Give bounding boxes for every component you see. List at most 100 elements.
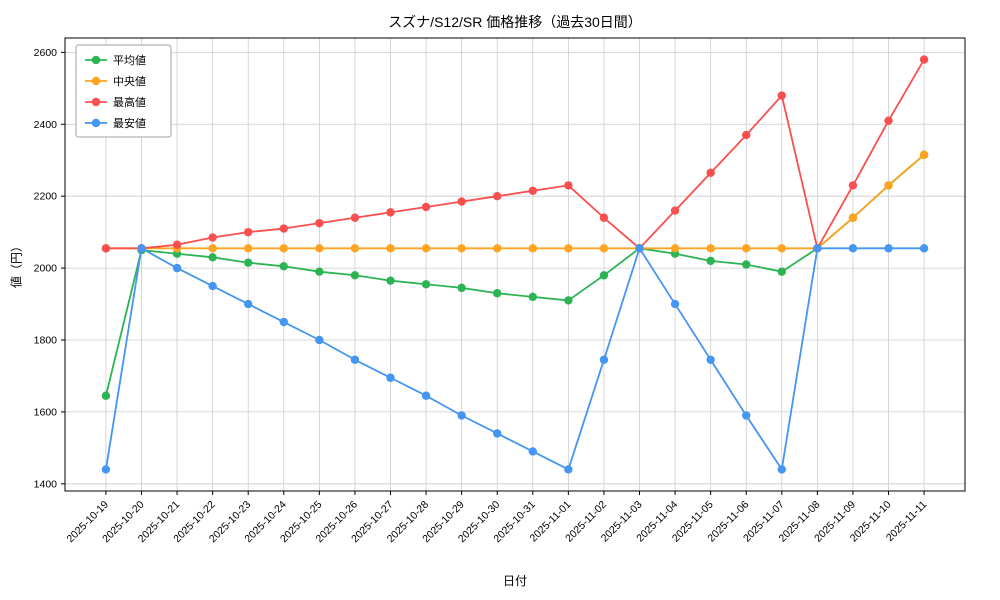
data-point-average: [528, 292, 537, 302]
data-point-lowest: [919, 244, 929, 253]
data-point-median: [528, 244, 537, 253]
data-point-average: [599, 271, 609, 280]
data-point-lowest: [244, 299, 253, 309]
data-point-median: [599, 244, 609, 253]
data-point-median: [279, 244, 288, 253]
data-point-median: [742, 244, 751, 253]
y-tick-label: 1400: [34, 478, 58, 490]
data-point-highest: [457, 197, 466, 206]
data-point-highest: [706, 168, 715, 178]
legend-label-median: 中央値: [113, 75, 146, 88]
data-point-average: [564, 296, 573, 305]
data-point-highest: [742, 130, 751, 140]
data-point-highest: [386, 208, 395, 217]
data-point-highest: [350, 213, 360, 222]
data-point-median: [493, 244, 502, 253]
data-point-lowest: [777, 465, 786, 474]
data-point-median: [457, 244, 466, 253]
legend-item-lowest: 最安値: [85, 116, 146, 130]
legend-marker-median: [91, 76, 101, 86]
data-point-average: [457, 283, 466, 293]
data-point-lowest: [884, 244, 893, 253]
data-point-highest: [528, 186, 537, 195]
data-point-highest: [848, 181, 858, 190]
chart-title: スズナ/S12/SR 価格推移（過去30日間）: [388, 14, 642, 30]
data-point-lowest: [670, 299, 680, 309]
y-tick-label: 2000: [34, 263, 58, 275]
data-point-lowest: [742, 411, 751, 420]
data-point-average: [493, 289, 502, 298]
data-point-lowest: [137, 244, 146, 253]
legend-label-highest: 最高値: [113, 95, 146, 109]
data-point-average: [350, 271, 360, 280]
legend-marker-lowest: [91, 118, 101, 128]
data-point-average: [101, 391, 111, 400]
plot-border: [64, 37, 966, 492]
y-tick-label: 1800: [34, 335, 58, 347]
data-point-average: [244, 258, 253, 267]
data-point-average: [386, 276, 395, 285]
data-point-highest: [244, 227, 253, 237]
data-point-lowest: [208, 281, 217, 291]
data-point-median: [919, 150, 929, 160]
data-point-lowest: [172, 263, 182, 273]
data-point-highest: [101, 244, 111, 253]
data-point-median: [315, 244, 324, 253]
legend-marker-average: [91, 55, 101, 65]
data-point-highest: [172, 240, 182, 249]
data-point-lowest: [350, 355, 360, 364]
legend-item-average: 平均値: [85, 54, 146, 67]
data-point-median: [386, 244, 395, 253]
data-point-average: [742, 260, 751, 269]
data-point-lowest: [564, 465, 573, 474]
data-point-highest: [884, 116, 893, 125]
series-line-average: [105, 154, 925, 396]
data-point-median: [564, 244, 573, 253]
data-point-median: [208, 244, 217, 253]
legend-marker-highest: [91, 97, 101, 107]
data-point-lowest: [635, 244, 644, 253]
series-line-median: [105, 154, 925, 250]
data-point-highest: [421, 202, 431, 212]
data-point-median: [244, 244, 253, 253]
legend-item-median: 中央値: [85, 75, 146, 88]
y-tick-label: 1600: [34, 406, 58, 418]
data-point-highest: [777, 91, 786, 100]
y-tick-label: 2400: [34, 119, 58, 131]
data-point-average: [208, 253, 217, 262]
series-line-highest: [105, 59, 925, 250]
data-point-median: [421, 244, 431, 253]
data-point-lowest: [421, 391, 431, 400]
data-point-average: [421, 280, 431, 289]
x-axis-label: 日付: [502, 574, 527, 588]
data-point-highest: [670, 206, 680, 215]
data-point-highest: [919, 55, 929, 64]
data-point-average: [777, 267, 786, 276]
legend-box: [75, 44, 172, 138]
data-point-lowest: [813, 244, 822, 253]
y-axis-label: 値（円）: [9, 239, 24, 289]
data-point-highest: [493, 191, 502, 201]
data-point-median: [350, 244, 360, 253]
legend-label-lowest: 最安値: [113, 116, 146, 130]
data-point-lowest: [315, 335, 324, 345]
data-point-highest: [564, 181, 573, 190]
data-point-lowest: [528, 447, 537, 456]
legend-item-highest: 最高値: [85, 95, 146, 109]
data-point-highest: [599, 213, 609, 222]
data-point-lowest: [386, 373, 395, 382]
y-tick-label: 2200: [34, 191, 58, 203]
data-point-median: [884, 181, 893, 190]
series-line-lowest: [105, 247, 925, 471]
data-point-highest: [208, 233, 217, 242]
data-point-median: [777, 244, 786, 253]
data-point-lowest: [101, 465, 111, 474]
data-point-median: [848, 213, 858, 222]
data-point-average: [315, 267, 324, 276]
data-point-average: [706, 256, 715, 266]
y-tick-label: 2600: [34, 47, 58, 59]
data-point-highest: [315, 218, 324, 228]
